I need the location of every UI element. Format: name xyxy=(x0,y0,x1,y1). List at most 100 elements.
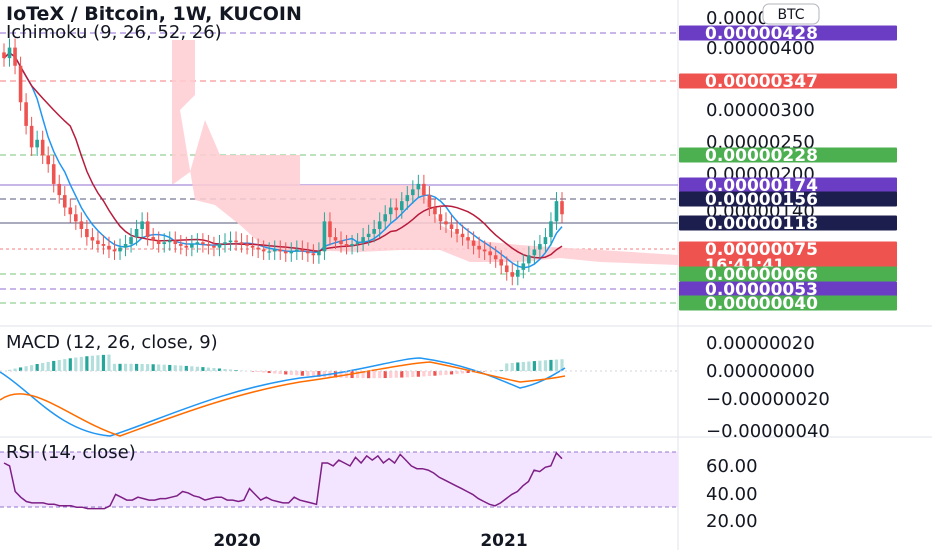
macd-histogram-bar xyxy=(168,364,172,371)
macd-legend[interactable]: MACD (12, 26, close, 9) xyxy=(6,332,218,353)
candle-body xyxy=(355,242,360,245)
candle-body xyxy=(24,102,28,126)
macd-histogram-bar xyxy=(146,364,150,371)
macd-histogram-bar xyxy=(361,371,365,379)
macd-histogram-bar xyxy=(223,368,227,371)
candle-body xyxy=(74,214,78,222)
candle-body xyxy=(184,245,189,248)
macd-histogram-bar xyxy=(455,371,459,374)
macd-histogram-bar xyxy=(560,359,564,371)
macd-histogram-bar xyxy=(278,371,282,375)
macd-histogram-bar xyxy=(466,371,470,374)
candle-body xyxy=(79,221,84,229)
macd-histogram-bar xyxy=(212,368,216,371)
candlestick-series[interactable] xyxy=(2,38,564,286)
candle-body xyxy=(521,263,526,270)
candle-body xyxy=(173,240,178,245)
candle-body xyxy=(532,249,537,256)
candle-body xyxy=(178,244,183,246)
macd-histogram-bar xyxy=(295,371,299,376)
candle-body xyxy=(388,207,393,215)
macd-histogram-bar xyxy=(405,371,409,378)
macd-histogram-bar xyxy=(510,362,514,371)
candle-body xyxy=(366,233,371,238)
candle-body xyxy=(471,240,476,246)
macd-histogram-bar xyxy=(516,362,520,371)
macd-histogram-bar xyxy=(444,371,448,375)
macd-histogram-bar xyxy=(267,371,271,374)
macd-pane[interactable] xyxy=(0,354,678,437)
macd-histogram-bar xyxy=(173,365,177,371)
time-axis-label: 2020 xyxy=(213,531,260,550)
price-tag-label: 0.00000428 xyxy=(705,24,818,44)
macd-histogram-bar xyxy=(201,367,205,371)
candle-body xyxy=(482,249,487,252)
macd-histogram-bar xyxy=(389,371,393,378)
candle-body xyxy=(134,228,139,238)
macd-price-axis[interactable]: 0.00000020 0.00000000 −0.00000020 −0.000000… xyxy=(706,333,830,442)
macd-histogram-bar xyxy=(35,364,39,371)
macd-histogram-bar xyxy=(317,371,321,377)
macd-histogram-bar xyxy=(217,368,222,371)
price-level-lines xyxy=(0,32,678,304)
candle-body xyxy=(62,195,67,208)
candle-body xyxy=(295,249,299,252)
macd-histogram-bar xyxy=(228,369,233,371)
macd-histogram-bar xyxy=(372,371,376,379)
macd-histogram-bar xyxy=(30,365,34,371)
price-tag xyxy=(679,295,897,311)
candle-body xyxy=(405,195,410,202)
macd-histogram-bar xyxy=(543,360,548,371)
rsi-axis-tick: 20.00 xyxy=(706,511,758,532)
price-tag xyxy=(679,73,897,89)
macd-histogram-bar xyxy=(74,357,78,371)
rsi-line xyxy=(3,451,563,510)
ichimoku-legend[interactable]: Ichimoku (9, 26, 52, 26) xyxy=(6,22,222,43)
macd-histogram-bar xyxy=(554,359,559,371)
candle-body xyxy=(195,242,200,245)
rsi-legend[interactable]: RSI (14, close) xyxy=(6,442,136,463)
macd-histogram-bar xyxy=(118,363,122,371)
candle-body xyxy=(438,214,443,222)
rsi-axis-tick: 40.00 xyxy=(706,484,758,505)
macd-histogram-bar xyxy=(422,371,426,377)
rsi-pane[interactable] xyxy=(3,451,563,510)
macd-histogram-bar xyxy=(532,361,536,371)
kijun-line xyxy=(3,51,563,259)
macd-line xyxy=(0,357,566,437)
macd-histogram-bar xyxy=(262,371,266,373)
macd-histogram-bar xyxy=(162,364,166,371)
macd-histogram-bar xyxy=(85,356,89,371)
macd-histogram-bar xyxy=(190,366,194,371)
candle-body xyxy=(427,195,432,208)
candle-body xyxy=(350,244,354,246)
macd-histogram-bar xyxy=(355,371,360,379)
candle-body xyxy=(543,237,548,245)
macd-axis-tick: 0.00000000 xyxy=(706,361,815,382)
time-axis[interactable]: 2020 2021 xyxy=(213,531,527,550)
candle-body xyxy=(328,221,332,238)
currency-badge[interactable] xyxy=(762,3,820,25)
candle-body xyxy=(344,244,349,246)
price-tag xyxy=(679,147,897,163)
macd-histogram-bar xyxy=(46,361,50,371)
price-tag xyxy=(679,266,897,282)
macd-histogram-bar xyxy=(184,365,188,371)
candle-body xyxy=(261,249,266,252)
rsi-price-axis[interactable]: 60.00 40.00 20.00 xyxy=(706,456,758,532)
macd-histogram-bar xyxy=(79,356,83,371)
candle-body xyxy=(466,237,470,241)
candle-body xyxy=(372,228,376,234)
candle-body xyxy=(549,221,553,238)
candle-body xyxy=(90,237,95,241)
price-tag xyxy=(679,215,897,231)
candle-body xyxy=(107,245,111,250)
price-tag-label: 0.00000347 xyxy=(705,72,818,92)
macd-histogram-bar xyxy=(367,371,371,379)
candle-body xyxy=(399,201,404,211)
macd-histogram-bar xyxy=(179,365,183,371)
candle-body xyxy=(85,228,89,238)
macd-histogram-bar xyxy=(289,371,293,375)
price-tag-label: 0.00000118 xyxy=(705,214,818,234)
